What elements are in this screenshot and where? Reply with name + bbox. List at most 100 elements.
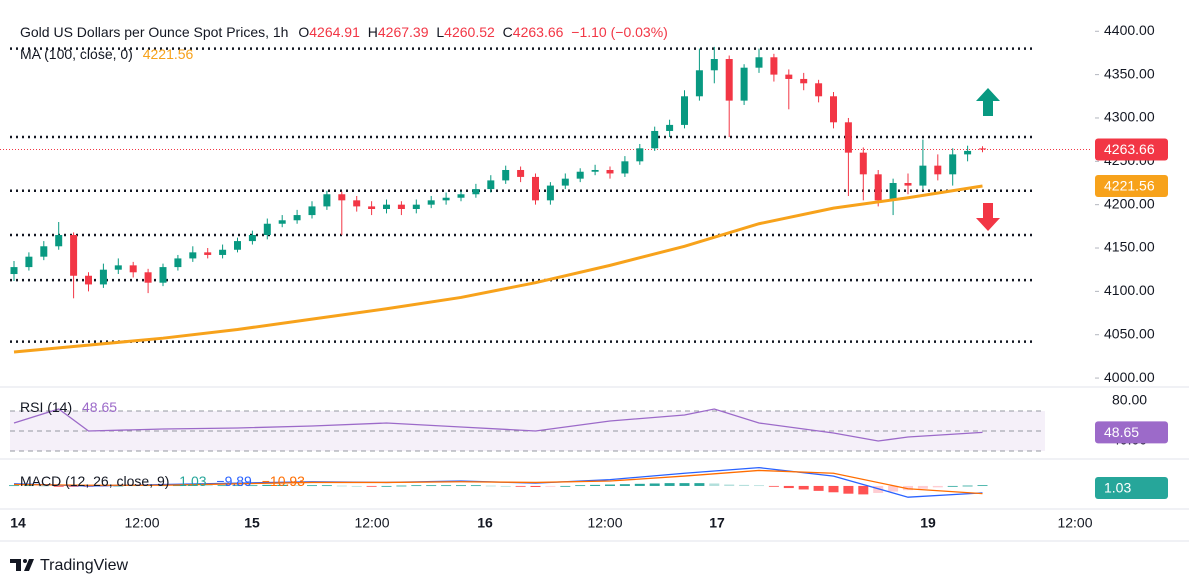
candle-body xyxy=(70,235,78,276)
candle-body xyxy=(606,169,614,174)
macd-histogram-bar xyxy=(351,485,362,487)
hist-value: 1.03 xyxy=(179,473,206,489)
candle-body xyxy=(800,78,808,84)
y-tick-label: 4150.00 xyxy=(1104,239,1155,255)
y-tick-label: 4400.00 xyxy=(1104,22,1155,38)
macd-histogram-bar xyxy=(664,483,675,486)
macd-histogram-bar xyxy=(381,485,392,487)
ma-badge-bg xyxy=(1095,174,1168,197)
macd-histogram-bar xyxy=(530,485,541,487)
macd-histogram-bar xyxy=(426,485,437,487)
ma-legend: MA (100, close, 0) 4221.56 xyxy=(20,46,194,62)
candle-body xyxy=(770,57,778,75)
macd-histogram-bar xyxy=(9,485,19,487)
macd-histogram-bar xyxy=(858,485,869,495)
candle-body xyxy=(383,204,390,210)
candle-body xyxy=(174,258,182,268)
x-tick-label: 12:00 xyxy=(587,515,622,531)
macd-histogram-bar xyxy=(560,485,571,487)
macd-histogram-bar xyxy=(336,485,347,487)
candle-body xyxy=(830,96,837,123)
candle-body xyxy=(934,165,942,175)
macd-histogram-bar xyxy=(411,485,422,487)
candle-body xyxy=(10,267,18,275)
last-price-badge-bg xyxy=(1095,138,1168,161)
macd-histogram-bar xyxy=(679,483,690,486)
macd-histogram-bar xyxy=(515,485,526,487)
macd-histogram-bar xyxy=(590,484,601,486)
y-tick-label: 4350.00 xyxy=(1104,65,1155,81)
x-tick-label: 12:00 xyxy=(354,515,389,531)
macd-histogram-bar xyxy=(619,484,630,486)
macd-histogram-bar xyxy=(768,485,779,487)
o-letter: O xyxy=(298,24,309,40)
rsi-name: RSI (14) xyxy=(20,399,72,415)
macd-histogram-bar xyxy=(709,483,720,486)
candle-body xyxy=(248,235,256,242)
macd-histogram-bar xyxy=(545,485,556,487)
macd-histogram-bar xyxy=(754,485,764,487)
high-value: 4267.39 xyxy=(378,24,429,40)
signal-value: −10.93 xyxy=(262,473,305,489)
macd-histogram-bar xyxy=(783,485,794,489)
macd-name: MACD (12, 26, close, 9) xyxy=(20,473,169,489)
macd-histogram-bar xyxy=(247,485,258,487)
candle-body xyxy=(576,171,584,179)
macd-badge-bg xyxy=(1095,477,1168,499)
c-letter: C xyxy=(503,24,513,40)
candle-body xyxy=(725,59,733,101)
candle-body xyxy=(695,70,703,97)
macd-histogram-bar xyxy=(649,483,660,486)
candle-body xyxy=(502,169,510,181)
x-tick-label: 16 xyxy=(477,515,493,531)
x-tick-label: 15 xyxy=(244,515,260,531)
macd-histogram-bar xyxy=(396,485,407,487)
candle-body xyxy=(85,275,92,285)
plot: 4000.004050.004100.004150.004200.004250.… xyxy=(0,22,1168,531)
candle-body xyxy=(532,176,539,201)
macd-histogram-bar xyxy=(277,484,288,486)
rsi-tick-label: 80.00 xyxy=(1112,392,1147,408)
low-value: 4260.52 xyxy=(444,24,495,40)
ma-badge: 4221.56 xyxy=(1104,178,1155,194)
macd-histogram-bar xyxy=(917,485,928,489)
candle-body xyxy=(636,148,644,162)
macd-histogram-bar xyxy=(98,485,109,487)
macd-histogram-bar xyxy=(634,483,645,486)
y-tick-label: 4200.00 xyxy=(1104,195,1155,211)
candle-body xyxy=(815,83,823,97)
candle-body xyxy=(859,152,867,175)
macd-histogram-bar xyxy=(292,485,303,487)
candle-body xyxy=(427,200,435,205)
down-arrow xyxy=(976,203,1000,231)
macd-histogram-bar xyxy=(456,485,466,487)
candle-body xyxy=(40,246,48,257)
x-tick-label: 17 xyxy=(709,515,725,531)
macd-histogram-bar xyxy=(172,485,183,487)
macd-histogram-bar xyxy=(470,485,481,487)
macd-value: −9.89 xyxy=(216,473,252,489)
macd-histogram-bar xyxy=(68,485,79,487)
candle-body xyxy=(189,252,197,259)
macd-histogram-bar xyxy=(38,485,49,487)
candle-body xyxy=(323,194,331,207)
rsi-legend: RSI (14) 48.65 xyxy=(20,399,117,415)
last-price-badge: 4263.66 xyxy=(1104,141,1155,157)
macd-histogram-bar xyxy=(813,485,824,491)
candle-body xyxy=(844,122,852,153)
y-tick-label: 4000.00 xyxy=(1104,369,1155,385)
macd-histogram-bar xyxy=(23,485,34,487)
candle-body xyxy=(353,200,361,207)
y-tick-label: 4100.00 xyxy=(1104,282,1155,298)
candle-body xyxy=(278,220,286,224)
candle-body xyxy=(904,182,912,186)
candle-body xyxy=(710,59,718,71)
open-value: 4264.91 xyxy=(309,24,360,40)
y-tick-label: 4300.00 xyxy=(1104,109,1155,125)
candle-body xyxy=(25,256,33,268)
candle-body xyxy=(293,215,301,221)
macd-histogram-bar xyxy=(932,485,943,488)
macd-histogram-bar xyxy=(53,485,64,487)
macd-histogram-bar xyxy=(873,485,884,493)
ma-value: 4221.56 xyxy=(143,46,194,62)
